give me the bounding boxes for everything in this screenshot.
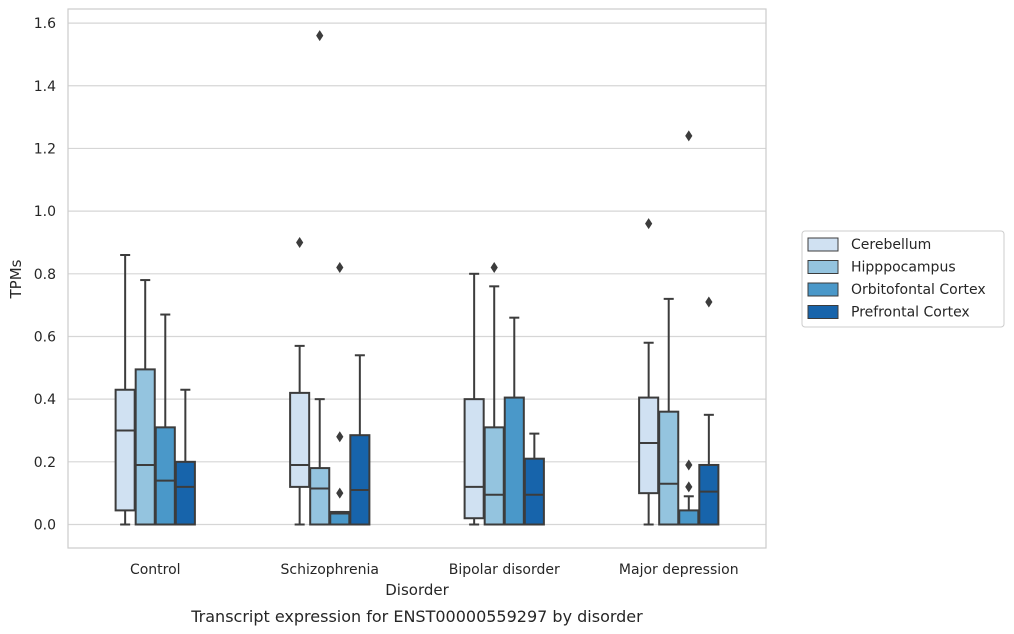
y-tick-label: 0.2 — [34, 455, 56, 471]
outlier-point — [336, 487, 344, 499]
box — [463, 398, 485, 520]
legend-swatch — [807, 305, 839, 319]
series-orbitofontal-cortex — [154, 130, 700, 526]
y-tick-labels: 0.0 0.2 0.4 0.6 0.8 1.0 1.2 1.4 1.6 — [34, 16, 56, 533]
box — [134, 368, 156, 526]
legend: Cerebellum Hipppocampus Orbitofontal Corte… — [801, 230, 1005, 328]
box — [174, 460, 196, 526]
y-tick-label: 0.6 — [34, 329, 56, 345]
box — [523, 457, 545, 526]
series-hipppocampus — [134, 30, 680, 526]
box — [154, 426, 176, 526]
x-tick-labels: Control Schizophrenia Bipolar disorder Majo… — [130, 562, 739, 578]
x-tick-label: Control — [130, 562, 181, 578]
box — [114, 388, 136, 512]
y-tick-label: 1.0 — [34, 204, 56, 220]
legend-swatch — [807, 282, 839, 297]
legend-label: Hipppocampus — [851, 260, 956, 276]
box — [483, 426, 505, 526]
box — [349, 434, 371, 526]
box — [638, 396, 660, 495]
box — [698, 463, 720, 526]
legend-swatch — [807, 260, 839, 274]
outlier-point — [336, 262, 344, 274]
x-tick-label: Bipolar disorder — [449, 562, 560, 578]
box — [503, 396, 525, 526]
series-prefrontal-cortex — [174, 296, 720, 526]
y-tick-label: 0.0 — [34, 517, 56, 533]
outlier-point — [490, 262, 498, 274]
outlier-point — [685, 130, 693, 142]
outlier-point — [705, 296, 713, 308]
x-tick-label: Major depression — [619, 562, 739, 578]
outlier-point — [645, 218, 653, 230]
figure-caption: Transcript expression for ENST0000055929… — [190, 607, 643, 626]
legend-label: Cerebellum — [851, 237, 931, 253]
legend-swatch — [807, 237, 839, 252]
plot-frame — [67, 8, 767, 549]
y-tick-label: 0.4 — [34, 392, 56, 408]
x-tick-label: Schizophrenia — [281, 562, 379, 578]
y-tick-label: 1.4 — [34, 79, 56, 95]
box — [309, 467, 331, 526]
y-tick-label: 1.6 — [34, 16, 56, 32]
legend-label: Orbitofontal Cortex — [851, 282, 986, 298]
series-cerebellum — [114, 218, 660, 526]
box — [678, 509, 700, 526]
box — [289, 391, 311, 488]
outlier-point — [296, 236, 304, 248]
x-axis-title: Disorder — [385, 581, 449, 599]
outlier-point — [316, 30, 324, 42]
legend-label: Prefrontal Cortex — [851, 305, 970, 321]
legend-frame — [801, 230, 1005, 328]
outlier-point — [336, 431, 344, 443]
outlier-point — [685, 459, 693, 471]
outlier-point — [685, 481, 693, 493]
y-axis-title: TPMs — [7, 259, 25, 299]
box-series — [114, 30, 720, 526]
box — [329, 510, 351, 526]
y-tick-label: 0.8 — [34, 267, 56, 283]
y-tick-label: 1.2 — [34, 141, 56, 157]
box — [658, 410, 680, 526]
